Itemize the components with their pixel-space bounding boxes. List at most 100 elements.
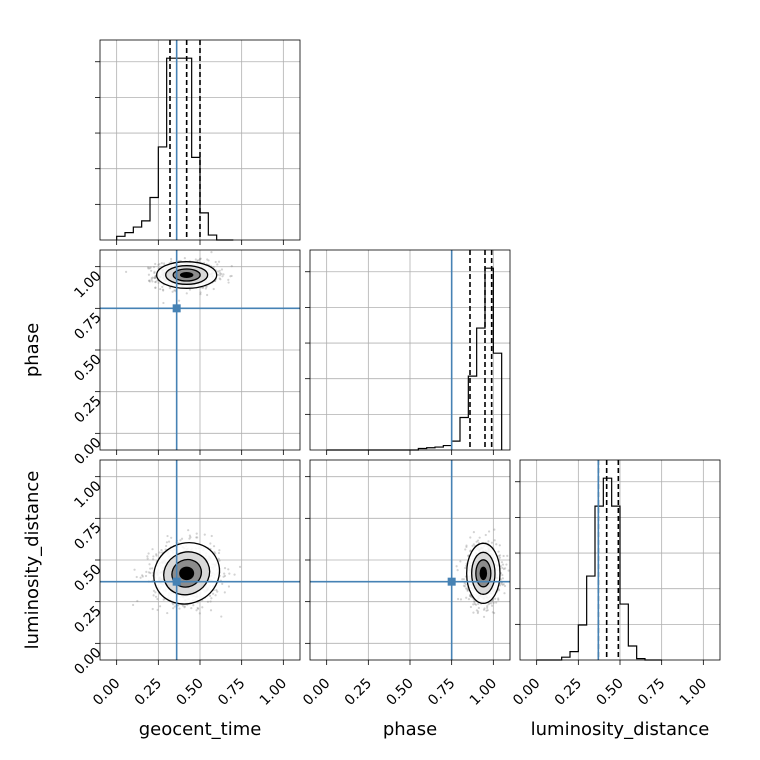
sample-point [147,571,151,574]
sample-point [220,268,224,271]
sample-point [141,574,144,577]
sample-point [206,600,210,603]
sample-point [218,277,221,280]
sample-point [469,550,472,553]
sample-point [181,604,185,607]
x-axis-label-geocent_time: geocent_time [139,719,262,740]
sample-point [218,549,221,552]
sample-point [146,266,150,269]
sample-point [230,274,233,278]
sample-point [229,275,232,278]
sample-point [183,257,186,260]
sample-point [150,278,153,281]
sample-point [501,566,504,569]
sample-point [506,554,509,558]
sample-point [222,575,225,578]
sample-point [223,572,226,575]
sample-point [154,276,157,279]
sample-point [464,583,467,586]
sample-point [177,604,180,607]
sample-point [227,568,230,571]
sample-point [487,540,490,543]
sample-point [233,573,236,576]
sample-point [490,541,493,544]
sample-point [498,584,502,587]
sample-point [155,553,158,556]
sample-point [472,603,475,606]
sample-point [171,290,174,293]
sample-point [164,548,167,551]
sample-point [199,291,202,294]
sample-point [147,273,151,276]
sample-point [161,285,164,289]
sample-point [465,596,468,599]
sample-point [501,573,504,577]
sample-point [227,585,231,588]
panel-2d-geocent_time-phase: 0.000.250.500.751.00 [71,249,301,468]
sample-point [494,597,497,600]
sample-point [473,602,476,606]
sample-point [493,539,496,542]
sample-point [146,557,149,560]
density-peak [179,272,194,278]
sample-point [504,567,507,570]
sample-point [170,536,173,539]
sample-point [153,271,156,275]
sample-point [154,275,157,278]
x-tick-label: 0.75 [635,676,668,709]
sample-point [477,602,480,605]
sample-point [206,293,209,297]
sample-point [201,286,205,289]
sample-point [147,552,150,555]
sample-point [180,537,184,540]
sample-point [210,251,213,254]
x-tick-label: 0.00 [510,676,543,709]
sample-point [210,597,213,600]
sample-point [465,544,468,547]
sample-point [149,266,152,269]
sample-point [501,577,504,580]
sample-point [223,574,227,577]
sample-point [491,600,494,603]
sample-point [465,545,468,548]
x-axis-label-phase: phase [383,719,437,740]
sample-point [473,600,476,604]
sample-point [476,611,479,615]
sample-point [196,259,199,262]
sample-point [459,560,462,563]
sample-point [183,605,187,608]
sample-point [497,589,501,592]
sample-point [154,281,157,284]
truth-marker [172,577,181,586]
sample-point [490,602,493,605]
sample-point [199,293,202,296]
sample-point [218,559,221,562]
sample-point [493,528,496,531]
sample-point [198,612,201,615]
sample-point [157,281,160,284]
sample-point [486,606,489,609]
sample-point [230,264,233,268]
sample-point [196,536,199,539]
sample-point [502,554,505,558]
sample-point [162,301,165,305]
sample-point [131,603,135,607]
sample-point [497,550,500,553]
sample-point [158,605,162,608]
sample-point [195,609,198,612]
sample-point [172,603,175,606]
sample-point [178,607,181,610]
sample-point [145,570,148,574]
sample-point [495,543,498,546]
sample-point [461,578,464,581]
sample-point [154,595,158,598]
sample-point [469,605,473,609]
sample-point [215,588,218,592]
sample-point [152,265,156,269]
sample-point [467,554,470,557]
sample-point [476,539,480,542]
histogram-luminosity_distance [536,477,662,661]
panel-2d-geocent_time-luminosity_distance: 0.00 0.25 0.50 0.75 1.000.000.250.500.751.00 [71,459,301,709]
sample-point [500,582,503,585]
sample-point [188,288,192,291]
